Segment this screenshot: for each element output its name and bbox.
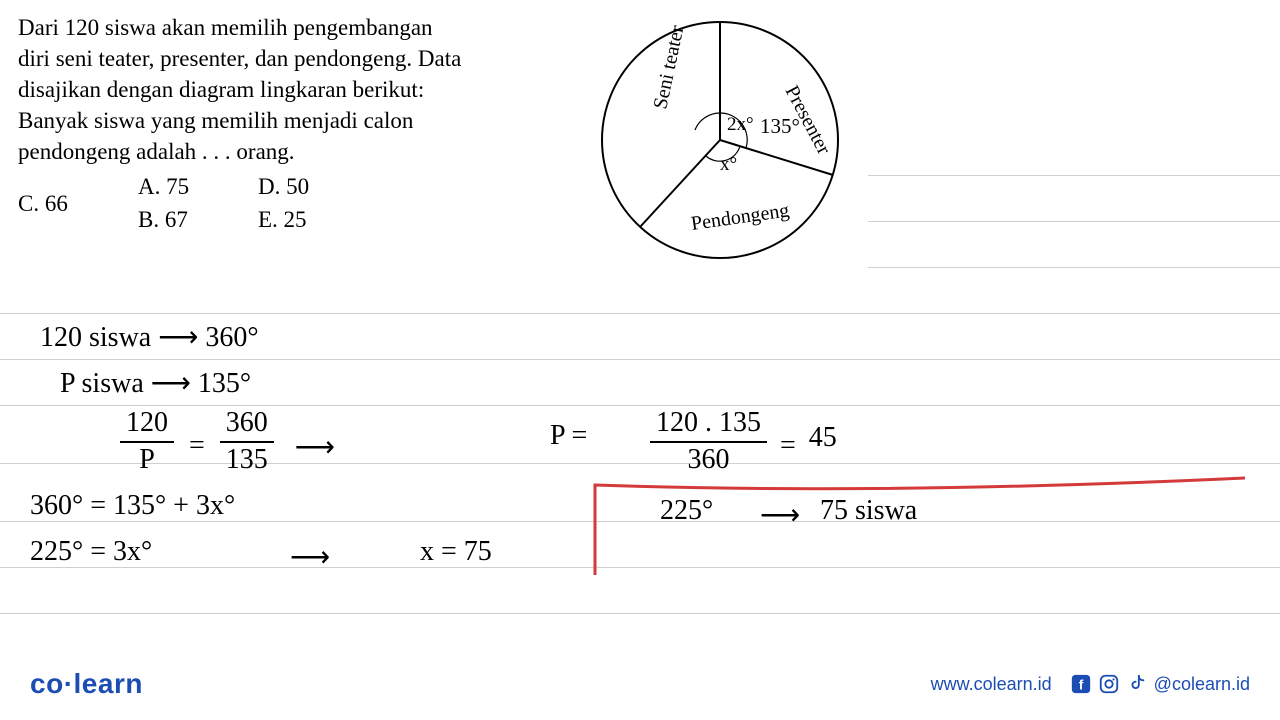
red-correction-mark [580,470,1260,580]
hw-eq1: = [189,430,205,461]
footer-right: www.colearn.id f @colearn.id [931,673,1250,695]
hw-frac3: 120 . 135 360 [650,408,767,476]
pie-angle-135: 135° [760,114,800,138]
hw-45: 45 [809,422,837,453]
hw-line-6arrow: ⟶ [290,540,330,573]
footer-url: www.colearn.id [931,674,1052,695]
q-line-3: disajikan dengan diagram lingkaran berik… [18,74,558,105]
hw-frac3-wrap: 120 . 135 360 = 45 [650,408,837,476]
hw-line-1: 120 siswa ⟶ 360° [40,320,259,354]
q-line-5: pendongeng adalah . . . orang. [18,136,558,167]
hw-line-2: P siswa ⟶ 135° [60,366,251,400]
hw-line-6a: 225° = 3x° [30,536,152,568]
logo-dot-icon: · [64,668,74,699]
tiktok-icon [1126,673,1148,695]
hw-p-eq: P = [550,420,587,452]
svg-text:f: f [1078,678,1083,693]
hw-arrow2: ⟶ [295,431,335,462]
logo-left: co [30,668,64,699]
q-line-4: Banyak siswa yang memilih menjadi calon [18,105,558,136]
q-line-2: diri seni teater, presenter, dan pendong… [18,43,558,74]
hw-frac1: 120 P [120,408,174,476]
hw-eq2: = [780,430,796,461]
footer: co·learn www.colearn.id f @colearn.id [0,660,1280,720]
brand-logo: co·learn [30,668,143,700]
hw-frac-block: 120 P = 360 135 ⟶ [120,408,335,476]
hw-line-5: 360° = 135° + 3x° [30,490,235,522]
logo-right: learn [74,668,143,699]
pie-angle-2x: 2x° [727,114,754,135]
facebook-icon: f [1070,673,1092,695]
instagram-icon [1098,673,1120,695]
social-icons: f @colearn.id [1070,673,1250,695]
footer-handle: @colearn.id [1154,674,1250,695]
pie-angle-x: x° [720,154,737,175]
hw-frac2: 360 135 [220,408,274,476]
hw-line-6b: x = 75 [420,536,492,568]
q-line-1: Dari 120 siswa akan memilih pengembangan [18,12,558,43]
